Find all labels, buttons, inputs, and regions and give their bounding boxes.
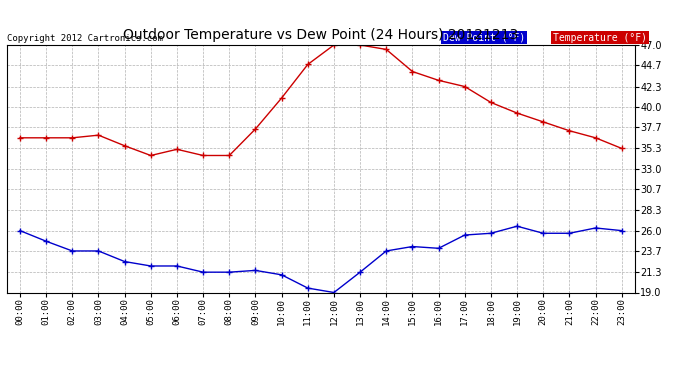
- Title: Outdoor Temperature vs Dew Point (24 Hours) 20121213: Outdoor Temperature vs Dew Point (24 Hou…: [124, 28, 518, 42]
- Text: Dew Point (°F): Dew Point (°F): [443, 33, 526, 42]
- Text: Temperature (°F): Temperature (°F): [553, 33, 647, 42]
- Text: Copyright 2012 Cartronics.com: Copyright 2012 Cartronics.com: [7, 33, 163, 42]
